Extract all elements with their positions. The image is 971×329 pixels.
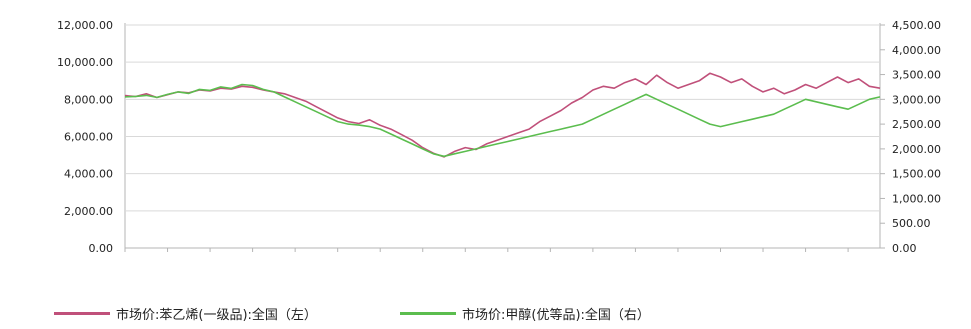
legend-item-methanol: 市场价:甲醇(优等品):全国（右） [400,304,650,323]
legend-label-styrene: 市场价:苯乙烯(一级品):全国（左） [116,308,317,323]
right-tick-label: 2,500.00 [892,118,941,131]
right-tick-label: 2,000.00 [892,143,941,156]
left-tick-label: 6,000.00 [64,131,113,144]
chart-legend: 市场价:苯乙烯(一级品):全国（左） 市场价:甲醇(优等品):全国（右） [0,300,971,324]
left-tick-label: 4,000.00 [64,168,113,181]
right-tick-label: 4,000.00 [892,44,941,57]
left-tick-label: 12,000.00 [57,19,113,32]
left-tick-label: 0.00 [89,242,114,255]
right-tick-label: 1,000.00 [892,192,941,205]
legend-swatch-styrene [54,312,110,315]
gridlines [124,23,881,249]
right-tick-label: 500.00 [892,217,931,230]
left-tick-label: 2,000.00 [64,205,113,218]
plot-area [124,72,881,158]
left-axis-ticks: 0.00 2,000.00 4,000.00 6,000.00 8,000.00 10,0… [57,19,113,255]
x-axis-ticks [124,247,880,252]
series-line-styrene [124,72,881,158]
legend-item-styrene: 市场价:苯乙烯(一级品):全国（左） [54,304,317,323]
right-tick-label: 4,500.00 [892,19,941,32]
left-tick-label: 8,000.00 [64,93,113,106]
line-chart: 0.00 2,000.00 4,000.00 6,000.00 8,000.00 10,0… [57,19,941,255]
right-axis-ticks: 0.00 500.00 1,000.00 1,500.00 2,000.00 2,500.… [880,19,941,255]
left-tick-label: 10,000.00 [57,56,113,69]
right-tick-label: 1,500.00 [892,168,941,181]
right-tick-label: 3,000.00 [892,93,941,106]
right-tick-label: 3,500.00 [892,69,941,82]
legend-swatch-methanol [400,312,456,315]
series-line-methanol [124,83,881,158]
legend-label-methanol: 市场价:甲醇(优等品):全国（右） [462,308,650,323]
right-tick-label: 0.00 [892,242,917,255]
